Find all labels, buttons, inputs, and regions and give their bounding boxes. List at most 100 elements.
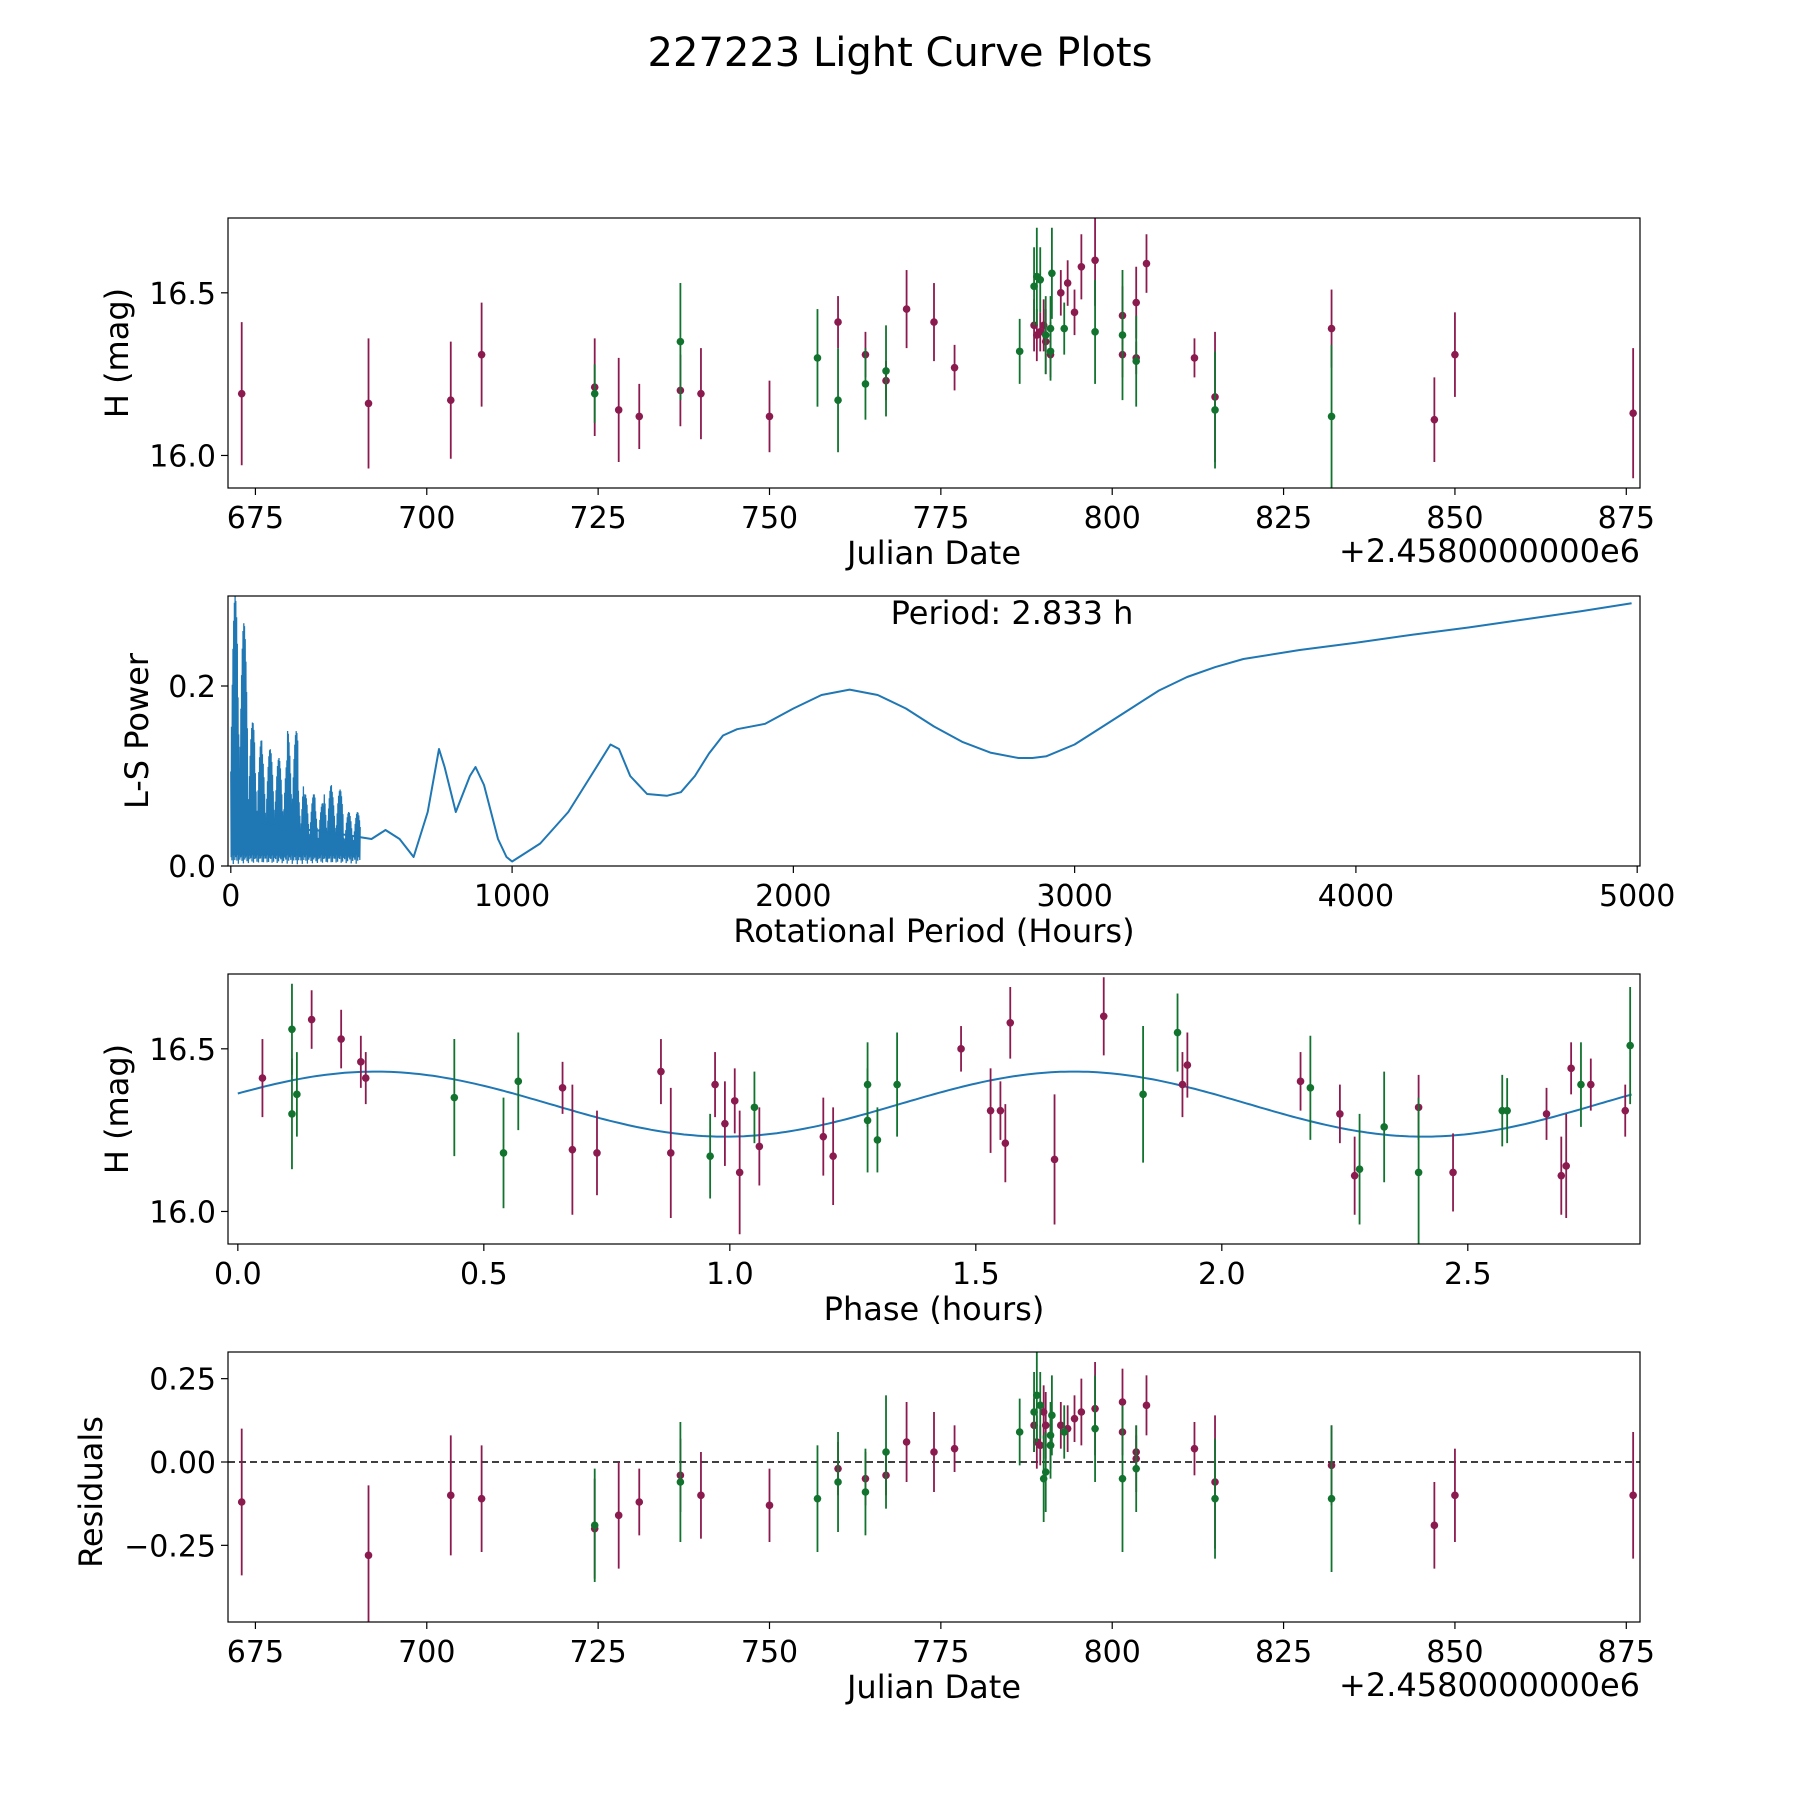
data-point	[568, 1145, 577, 1154]
periodogram-power-line	[230, 602, 1632, 863]
data-point	[902, 1438, 911, 1446]
x-tick-label: 675	[227, 501, 284, 536]
data-point	[1050, 1155, 1059, 1164]
x-tick-label: 0.5	[460, 1257, 508, 1292]
periodogram-frame	[227, 595, 1641, 867]
y-tick-label: 0.2	[168, 670, 216, 705]
data-point	[1296, 1077, 1305, 1086]
x-tick-label: 750	[741, 501, 798, 536]
data-point	[1046, 1441, 1055, 1450]
data-point	[697, 389, 705, 398]
data-point	[819, 1132, 828, 1141]
data-point	[1336, 1110, 1344, 1118]
data-point	[1178, 1080, 1187, 1089]
panel-phased: 0.0 0.5 1.0 1.5 2.0 2.5 16.0 16.5 Phase (hours)…	[98, 973, 1641, 1328]
data-point	[1070, 308, 1079, 317]
data-point	[1091, 1424, 1099, 1433]
data-point	[950, 1444, 959, 1453]
x-tick-label: 700	[398, 501, 455, 536]
data-point	[514, 1077, 523, 1086]
x-tick-label: 1.0	[706, 1257, 754, 1292]
data-point	[1118, 331, 1127, 339]
data-point	[1430, 1521, 1439, 1530]
data-point	[446, 1491, 455, 1500]
data-point	[1327, 324, 1336, 333]
data-point	[1036, 276, 1045, 284]
data-point	[1211, 1494, 1219, 1503]
data-point	[711, 1080, 719, 1089]
data-point	[1451, 350, 1459, 359]
data-point	[1118, 1398, 1127, 1406]
x-tick-label: 2.5	[1444, 1257, 1492, 1292]
phased-ylabel: H (mag)	[98, 1044, 136, 1174]
y-tick-label: 0.00	[149, 1446, 216, 1481]
data-point	[1041, 1421, 1050, 1430]
lightcurve-ylabel: H (mag)	[98, 288, 136, 418]
data-point	[237, 1498, 246, 1506]
data-point	[882, 1448, 890, 1456]
phased-frame	[227, 973, 1641, 1245]
data-point	[1132, 298, 1141, 307]
data-point	[1562, 1162, 1571, 1170]
panel-periodogram: 0 1000 2000 3000 4000 5000 0.0 0.2 Period: 2.83…	[118, 594, 1675, 950]
data-point	[1036, 1441, 1045, 1450]
periodogram-ticks: 0 1000 2000 3000 4000 5000 0.0 0.2	[168, 670, 1675, 914]
data-point	[1099, 1012, 1108, 1021]
data-point	[1036, 1401, 1045, 1410]
data-point	[834, 396, 842, 404]
data-point	[1139, 1090, 1147, 1099]
data-point	[861, 380, 870, 388]
lightcurve-frame	[227, 217, 1641, 489]
data-point	[593, 1149, 601, 1157]
data-point	[1118, 1474, 1127, 1483]
lightcurve-ticks: 675 700 725 750 775 800 825 850 875 16.0 16.5	[149, 277, 1655, 536]
data-point	[1621, 1106, 1630, 1115]
x-tick-label: 850	[1426, 1635, 1483, 1670]
x-tick-label: 800	[1084, 501, 1141, 536]
data-point	[834, 1478, 842, 1486]
data-point	[635, 1498, 644, 1506]
data-point	[721, 1119, 729, 1128]
x-tick-label: 4000	[1318, 879, 1394, 914]
data-point	[1306, 1084, 1315, 1092]
residuals-xlabel: Julian Date	[845, 1668, 1021, 1706]
residuals-frame	[227, 1351, 1641, 1623]
data-point	[1060, 324, 1069, 333]
x-tick-label: 800	[1084, 1635, 1141, 1670]
x-tick-label: 875	[1598, 1635, 1655, 1670]
data-point	[614, 1511, 623, 1520]
data-point	[1048, 269, 1056, 278]
residuals-plot-area	[228, 1352, 1640, 1622]
x-tick-label: 725	[570, 1635, 627, 1670]
lightcurve-xlabel: Julian Date	[845, 534, 1021, 572]
data-point	[930, 318, 938, 326]
data-point	[957, 1045, 965, 1053]
periodogram-annotation: Period: 2.833 h	[891, 594, 1134, 632]
x-tick-label: 0	[221, 879, 240, 914]
data-point	[1451, 1491, 1459, 1500]
lightcurve-offset-label: +2.4580000000e6	[1339, 532, 1640, 570]
y-tick-label: 0.0	[168, 850, 216, 885]
data-point	[1557, 1171, 1566, 1180]
data-point	[1063, 279, 1072, 287]
data-point	[1414, 1168, 1423, 1177]
data-point	[1449, 1168, 1457, 1177]
data-point	[1430, 415, 1439, 424]
x-tick-label: 875	[1598, 501, 1655, 536]
data-point	[1077, 1408, 1086, 1416]
x-tick-label: 825	[1255, 1635, 1312, 1670]
phased-plot-area	[237, 977, 1634, 1244]
data-point	[1629, 409, 1637, 417]
data-point	[293, 1090, 301, 1099]
data-point	[706, 1152, 714, 1160]
phased-xlabel: Phase (hours)	[824, 1290, 1045, 1328]
data-point	[1006, 1018, 1015, 1027]
x-tick-label: 0.0	[214, 1257, 262, 1292]
data-point	[1626, 1041, 1634, 1050]
data-point	[1350, 1171, 1359, 1180]
data-point	[1057, 289, 1065, 297]
data-point	[477, 1494, 486, 1503]
data-point	[1060, 1428, 1069, 1436]
x-tick-label: 1000	[474, 879, 550, 914]
